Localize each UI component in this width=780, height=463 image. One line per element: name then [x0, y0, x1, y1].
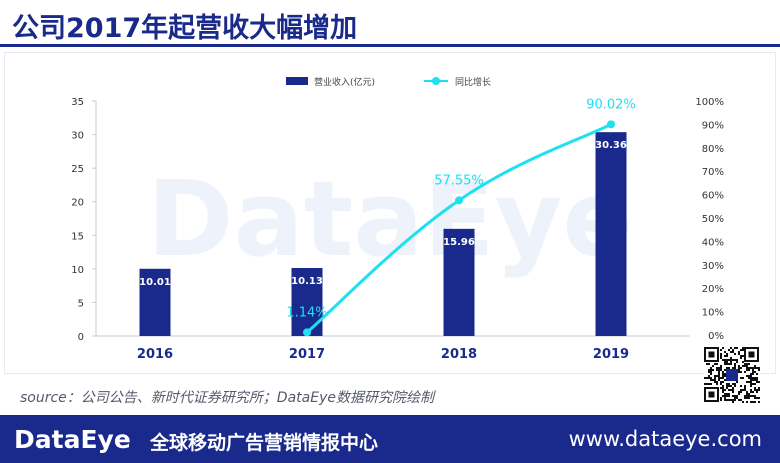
source-note: source：公司公告、新时代证券研究所；DataEye数据研究院绘制 — [20, 390, 434, 406]
legend-bar-swatch — [286, 77, 308, 85]
legend-bar-label: 营业收入(亿元) — [314, 76, 375, 88]
y-right-tick-label: 70% — [702, 167, 724, 178]
x-tick-label: 2016 — [137, 347, 173, 362]
x-tick-label: 2018 — [441, 347, 477, 362]
growth-point — [607, 120, 615, 129]
bar-data-label: 15.96 — [443, 237, 475, 248]
growth-data-label: 1.14% — [286, 305, 327, 320]
combo-chart: DataEye 营业收入(亿元) 同比增长 0 5 10 15 20 25 30 35 0% 10%… — [71, 76, 724, 362]
y-right-tick-label: 90% — [702, 120, 724, 131]
footer-tagline: 全球移动广告营销情报中心 — [150, 432, 379, 454]
growth-data-label: 57.55% — [434, 173, 484, 188]
y-right-tick-label: 100% — [695, 97, 724, 108]
y-right-tick-label: 60% — [702, 191, 724, 202]
growth-point — [455, 196, 463, 205]
bar — [139, 268, 171, 336]
y-left-tick-label: 15 — [71, 231, 84, 242]
header: 公司2017年起营收大幅增加 — [0, 0, 780, 44]
chart-axes: 0 5 10 15 20 25 30 35 0% 10% 20% 30% 40% 50% 60% 70% 80%… — [71, 97, 724, 362]
bar — [595, 132, 627, 336]
y-left-tick-label: 0 — [78, 332, 84, 343]
y-right-tick-label: 10% — [702, 308, 724, 319]
watermark-text: DataEye — [147, 158, 633, 280]
footer-brand-logo: DataEye — [14, 425, 131, 454]
qr-code-icon — [704, 347, 760, 403]
growth-point — [303, 328, 311, 337]
x-tick-label: 2017 — [289, 347, 325, 362]
y-left-tick-label: 5 — [78, 298, 84, 309]
y-left-tick-label: 20 — [71, 198, 84, 209]
bar-data-label: 10.01 — [139, 277, 171, 288]
y-right-tick-label: 0% — [708, 331, 724, 342]
y-right-tick-label: 80% — [702, 144, 724, 155]
legend-line-label: 同比增长 — [455, 76, 491, 88]
bar — [443, 228, 475, 336]
y-right-tick-label: 20% — [702, 284, 724, 295]
chart-legend: 营业收入(亿元) 同比增长 — [286, 76, 491, 88]
y-left-tick-label: 35 — [71, 97, 84, 108]
y-left-tick-label: 25 — [71, 164, 84, 175]
legend-line-marker — [432, 77, 440, 85]
growth-data-label: 90.02% — [586, 97, 636, 112]
footer-url-link[interactable]: www.dataeye.com — [568, 427, 762, 451]
y-left-tick-label: 10 — [71, 265, 84, 276]
footer-bar: DataEye 全球移动广告营销情报中心 www.dataeye.com — [0, 415, 780, 463]
bar-data-label: 10.13 — [291, 276, 323, 287]
line-series: 1.14% 57.55% 90.02% — [286, 97, 636, 337]
bar-data-label: 30.36 — [595, 140, 627, 151]
x-tick-label: 2019 — [593, 347, 629, 362]
page-title: 公司2017年起营收大幅增加 — [12, 13, 358, 44]
y-right-tick-label: 30% — [702, 261, 724, 272]
y-left-tick-label: 30 — [71, 131, 84, 142]
title-underline — [0, 44, 780, 47]
y-right-tick-label: 40% — [702, 237, 724, 248]
y-right-tick-label: 50% — [702, 214, 724, 225]
chart-panel — [4, 52, 776, 374]
